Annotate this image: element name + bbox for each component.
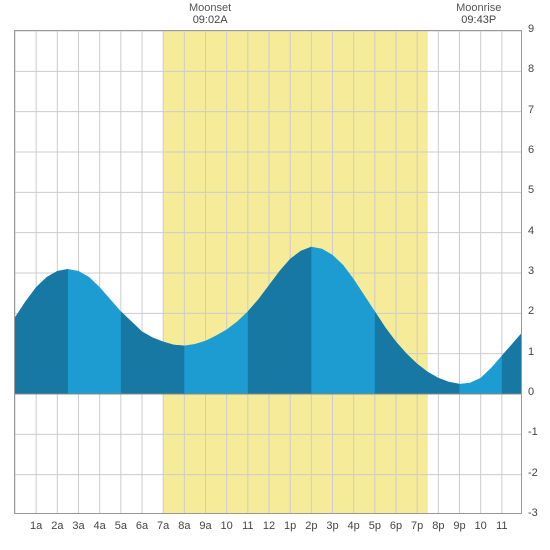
x-tick: 2p <box>302 520 320 532</box>
x-tick: 2a <box>48 520 66 532</box>
x-tick: 8p <box>429 520 447 532</box>
y-tick: -3 <box>528 507 538 519</box>
x-tick: 1a <box>27 520 45 532</box>
moonrise-time: 09:43P <box>449 14 509 26</box>
x-tick: 9p <box>451 520 469 532</box>
x-tick: 5p <box>366 520 384 532</box>
x-tick: 11 <box>493 520 511 532</box>
y-tick: 1 <box>528 346 534 358</box>
x-tick: 1p <box>281 520 299 532</box>
x-tick: 8a <box>175 520 193 532</box>
moonset-label: Moonset 09:02A <box>180 2 240 26</box>
x-tick: 3p <box>324 520 342 532</box>
y-tick: 7 <box>528 104 534 116</box>
x-tick: 3a <box>70 520 88 532</box>
moonset-time: 09:02A <box>180 14 240 26</box>
y-tick: 5 <box>528 184 534 196</box>
x-tick: 9a <box>197 520 215 532</box>
y-tick: -1 <box>528 426 538 438</box>
moonset-title: Moonset <box>180 2 240 14</box>
y-tick: 2 <box>528 305 534 317</box>
x-tick: 7a <box>154 520 172 532</box>
x-tick: 10 <box>472 520 490 532</box>
x-tick: 7p <box>408 520 426 532</box>
x-tick: 11 <box>239 520 257 532</box>
y-tick: 0 <box>528 386 534 398</box>
moonrise-label: Moonrise 09:43P <box>449 2 509 26</box>
plot-area <box>14 30 522 514</box>
tide-chart: 1a2a3a4a5a6a7a8a9a1011121p2p3p4p5p6p7p8p… <box>14 30 522 514</box>
x-tick: 6p <box>387 520 405 532</box>
y-tick: -2 <box>528 467 538 479</box>
y-tick: 6 <box>528 144 534 156</box>
x-tick: 6a <box>133 520 151 532</box>
x-tick: 4a <box>91 520 109 532</box>
y-tick: 3 <box>528 265 534 277</box>
y-tick: 8 <box>528 63 534 75</box>
x-tick: 10 <box>218 520 236 532</box>
x-tick: 4p <box>345 520 363 532</box>
y-tick: 9 <box>528 23 534 35</box>
moonrise-title: Moonrise <box>449 2 509 14</box>
x-tick: 12 <box>260 520 278 532</box>
x-tick: 5a <box>112 520 130 532</box>
y-tick: 4 <box>528 225 534 237</box>
